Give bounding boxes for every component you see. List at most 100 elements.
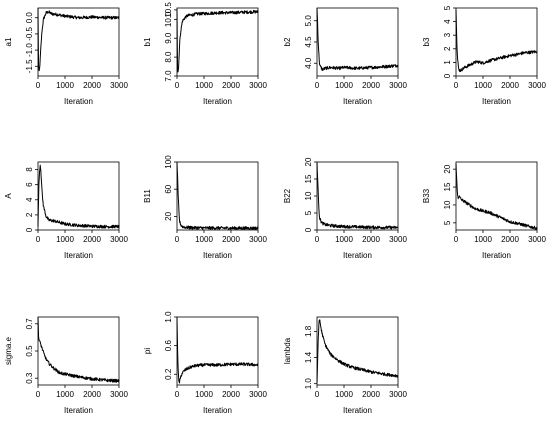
y-tick-label: 4 (25, 197, 34, 202)
x-tick-label: 1000 (56, 390, 74, 399)
y-tick-label: 20 (304, 157, 313, 166)
y-axis-label: b1 (143, 37, 152, 46)
x-tick-label: 1000 (195, 81, 213, 90)
x-tick-label: 2000 (222, 81, 240, 90)
y-axis-label: pi (143, 348, 152, 354)
trace-panel-lambda: 0 1000 2000 3000 Iteration 1.0 1.4 1.8 lambda (283, 316, 407, 415)
x-tick-label: 0 (175, 390, 180, 399)
x-tick-label: 0 (36, 81, 41, 90)
x-tick-label: 3000 (389, 390, 407, 399)
trace-panel-b1: 0 1000 2000 3000 Iteration 7.0 8.0 9.0 10.010.5 b… (143, 2, 267, 106)
plot-frame (176, 7, 259, 77)
plot-frame (316, 7, 399, 77)
x-tick-label: 1000 (474, 81, 492, 90)
y-tick-label: 15 (443, 182, 452, 191)
plot-frame (176, 161, 259, 231)
y-tick-label: 20 (164, 211, 173, 220)
trace-panel-b2: 0 1000 2000 3000 Iteration 4.0 4.5 5.0 b2 (283, 7, 407, 106)
x-axis-label: Iteration (64, 97, 93, 106)
x-axis-label: Iteration (203, 406, 232, 415)
x-tick-label: 2000 (83, 390, 101, 399)
y-tick-label: 4.5 (304, 36, 313, 48)
x-tick-label: 1000 (335, 390, 353, 399)
x-tick-label: 2000 (362, 81, 380, 90)
y-tick-label: 100 (164, 155, 173, 169)
y-tick-label: 1.8 (304, 325, 313, 337)
x-tick-label: 0 (454, 81, 459, 90)
y-tick-label: 10.5 (164, 2, 173, 18)
x-tick-label: 2000 (83, 235, 101, 244)
plot-frame (455, 161, 538, 231)
y-tick-label: 5 (443, 5, 452, 10)
x-axis-label: Iteration (482, 97, 511, 106)
y-tick-label: 60 (164, 184, 173, 193)
x-tick-label: 2000 (362, 235, 380, 244)
y-tick-label: 0.0 (25, 12, 34, 24)
plot-frame (37, 161, 120, 231)
y-tick-label: 2 (443, 46, 452, 51)
y-axis-label: sigma.e (4, 336, 13, 365)
y-tick-label: 7.0 (164, 70, 173, 82)
trace-line (455, 9, 538, 73)
x-tick-label: 3000 (249, 235, 267, 244)
x-tick-label: 3000 (110, 235, 128, 244)
trace-panel-B33: 0 1000 2000 3000 Iteration 5 10 15 20 B33 (422, 161, 546, 260)
x-axis-label: Iteration (203, 97, 232, 106)
x-tick-label: 2000 (222, 390, 240, 399)
y-tick-label: 1.4 (304, 351, 313, 363)
x-tick-label: 0 (315, 390, 320, 399)
x-tick-label: 2000 (83, 81, 101, 90)
y-tick-label: 15 (304, 174, 313, 183)
y-tick-label: 8.0 (164, 51, 173, 63)
y-tick-label: 10 (443, 200, 452, 209)
y-axis-label: lambda (283, 337, 292, 364)
y-tick-label: 0.7 (25, 318, 34, 330)
y-tick-label: 9.0 (164, 32, 173, 44)
x-tick-label: 3000 (389, 81, 407, 90)
y-tick-label: 10.0 (164, 11, 173, 27)
trace-line (37, 317, 120, 383)
x-tick-label: 3000 (249, 81, 267, 90)
trace-line (176, 8, 259, 73)
y-tick-label: -0.5 (25, 26, 34, 40)
x-tick-label: 3000 (528, 81, 546, 90)
trace-line (455, 163, 538, 230)
trace-line (37, 7, 120, 72)
trace-panel-b3: 0 1000 2000 3000 Iteration 0 1 2 3 4 5 b3 (422, 5, 546, 106)
x-axis-label: Iteration (64, 406, 93, 415)
y-tick-label: 1.0 (164, 311, 173, 323)
x-tick-label: 1000 (56, 235, 74, 244)
x-tick-label: 2000 (501, 81, 519, 90)
x-tick-label: 0 (315, 235, 320, 244)
x-axis-label: Iteration (343, 406, 372, 415)
x-tick-label: 0 (315, 81, 320, 90)
x-tick-label: 3000 (110, 390, 128, 399)
x-tick-label: 3000 (528, 235, 546, 244)
y-tick-label: 20 (443, 164, 452, 173)
y-tick-label: 10 (304, 191, 313, 200)
x-tick-label: 1000 (195, 235, 213, 244)
trace-line (316, 319, 399, 384)
y-tick-label: 0 (304, 227, 313, 232)
x-tick-label: 0 (175, 235, 180, 244)
y-tick-label: 1 (443, 60, 452, 65)
x-tick-label: 0 (36, 390, 41, 399)
y-tick-label: 5 (443, 220, 452, 225)
y-axis-label: A (4, 193, 13, 199)
x-axis-label: Iteration (343, 97, 372, 106)
y-tick-label: -1.5 (25, 59, 34, 73)
y-tick-label: 6 (25, 182, 34, 187)
x-axis-label: Iteration (343, 251, 372, 260)
x-tick-label: 3000 (389, 235, 407, 244)
plot-frame (316, 161, 399, 231)
y-tick-label: 8 (25, 167, 34, 172)
plot-frame (176, 316, 259, 386)
y-tick-label: 0.6 (164, 340, 173, 352)
plot-frame (316, 316, 399, 386)
x-tick-label: 3000 (249, 390, 267, 399)
trace-panel-B22: 0 1000 2000 3000 Iteration 0 5 10 15 20 B22 (283, 157, 407, 260)
y-tick-label: 5 (304, 210, 313, 215)
plot-frame (455, 7, 538, 77)
x-tick-label: 0 (454, 235, 459, 244)
